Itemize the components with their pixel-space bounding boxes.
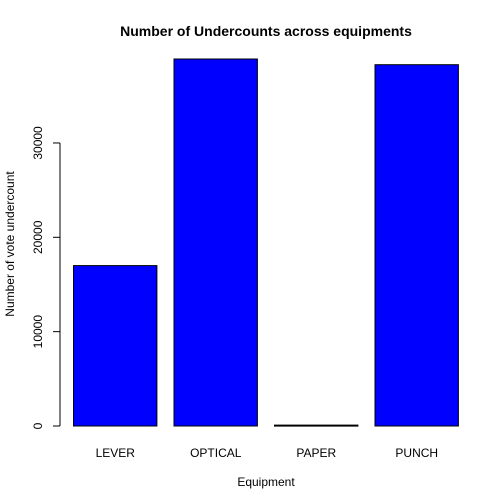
y-tick-label: 30000 bbox=[31, 126, 45, 160]
y-tick-label: 10000 bbox=[31, 315, 45, 349]
bars bbox=[73, 58, 459, 427]
chart-title: Number of Undercounts across equipments bbox=[120, 23, 412, 39]
y-tick-label: 0 bbox=[31, 422, 45, 429]
bar-punch bbox=[374, 64, 459, 427]
x-tick-label-lever: LEVER bbox=[96, 446, 136, 460]
bar-lever bbox=[73, 265, 158, 427]
x-tick-label-punch: PUNCH bbox=[395, 446, 438, 460]
y-axis: 0 10000 20000 30000 bbox=[31, 126, 61, 429]
x-axis-label: Equipment bbox=[237, 475, 295, 489]
x-tick-label-optical: OPTICAL bbox=[190, 446, 242, 460]
bar-optical bbox=[173, 58, 258, 427]
x-tick-label-paper: PAPER bbox=[296, 446, 336, 460]
bar-paper bbox=[274, 424, 359, 427]
x-tick-labels: LEVER OPTICAL PAPER PUNCH bbox=[96, 446, 439, 460]
y-tick-label: 20000 bbox=[31, 220, 45, 254]
y-axis-label: Number of vote undercount bbox=[3, 171, 17, 317]
